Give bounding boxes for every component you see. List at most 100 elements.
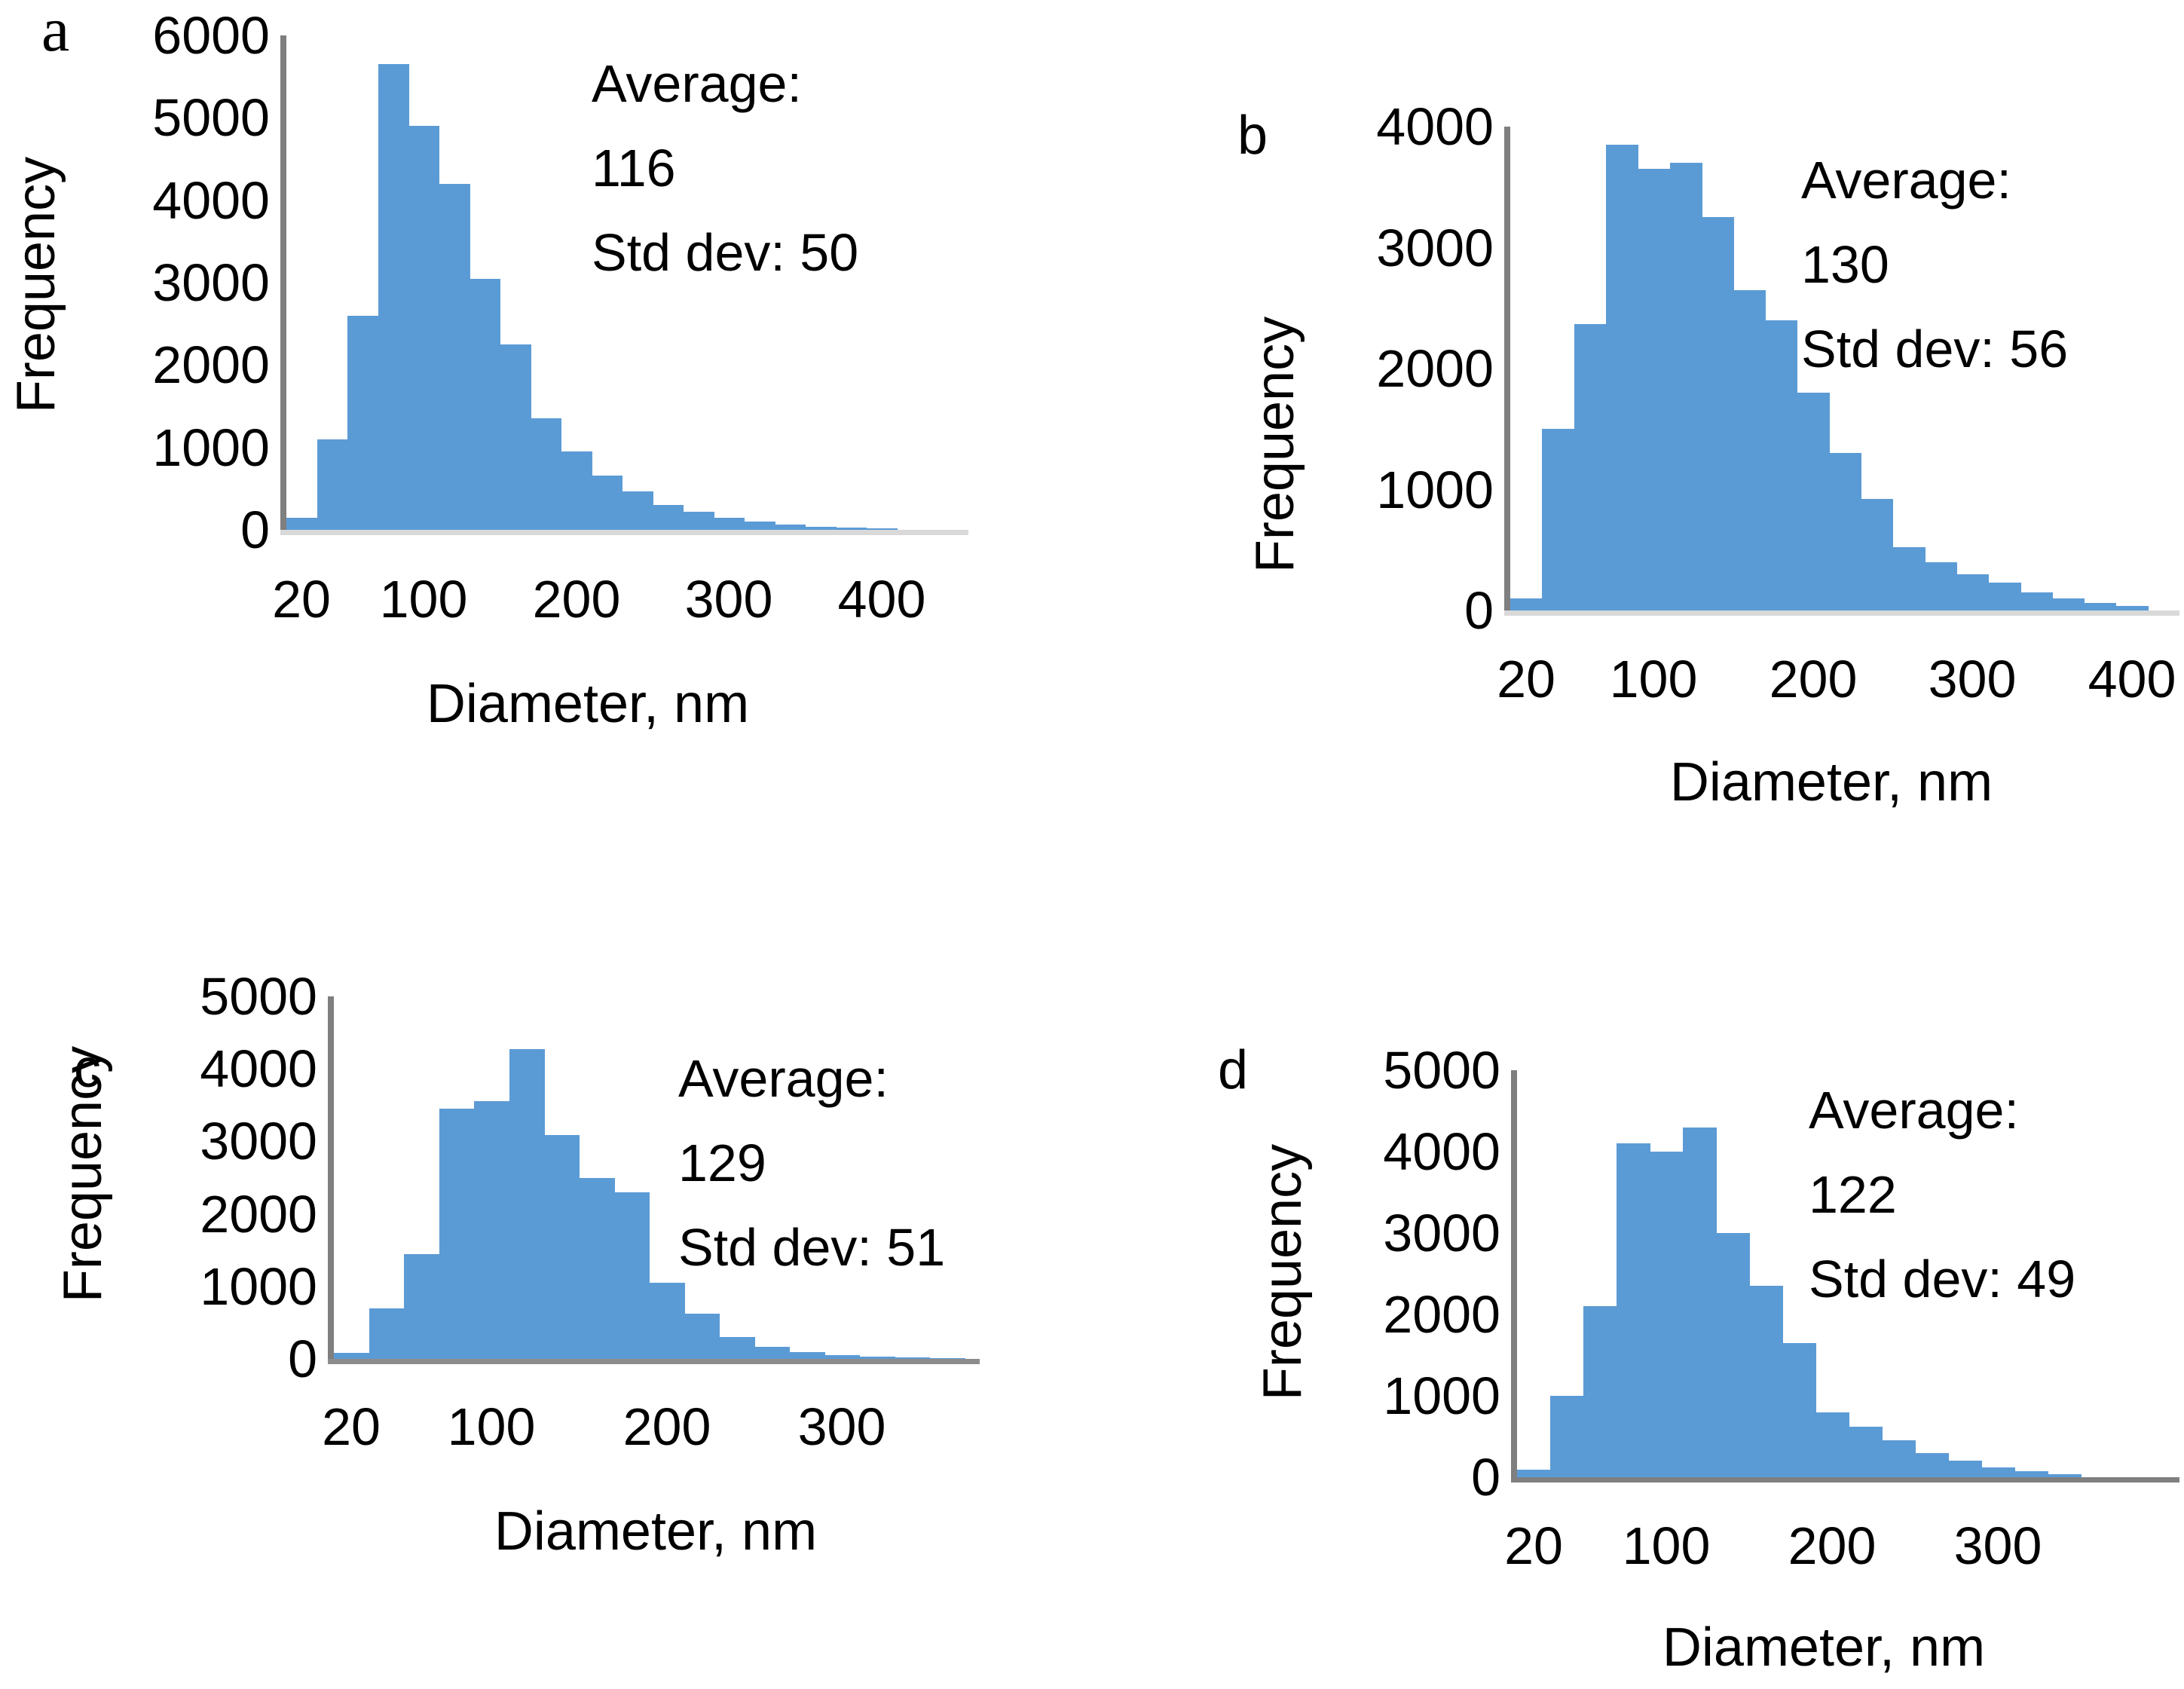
- bar: [1797, 393, 1830, 610]
- y-tick-label: 4000: [152, 171, 270, 230]
- y-axis-title: Frequency: [53, 1045, 113, 1303]
- bar: [500, 344, 531, 530]
- y-tick-label: 6000: [152, 6, 270, 65]
- bar: [744, 522, 775, 530]
- bar: [2014, 1471, 2048, 1477]
- y-tick-label: 4000: [1383, 1122, 1500, 1181]
- panel-letter-c: c: [74, 1039, 101, 1099]
- bar: [1924, 562, 1957, 610]
- bar: [1510, 598, 1543, 610]
- bar: [895, 1357, 931, 1359]
- bar: [1815, 1412, 1849, 1477]
- bar: [1988, 583, 2021, 610]
- bar: [439, 1109, 475, 1359]
- y-tick-label: 3000: [1383, 1204, 1500, 1262]
- y-tick-label: 1000: [1376, 460, 1494, 519]
- annotation-std-line: Std dev: 56: [1801, 307, 2068, 391]
- annotation-std-line: Std dev: 51: [678, 1205, 945, 1290]
- bar: [1638, 169, 1671, 610]
- y-tick-label: 2000: [200, 1185, 317, 1244]
- y-tick-label: 4000: [200, 1039, 317, 1098]
- bar: [714, 518, 745, 530]
- bar: [1849, 1427, 1883, 1477]
- x-tick-label: 20: [1504, 1516, 1563, 1575]
- bar: [684, 1314, 720, 1359]
- annotation-average-label: Average:: [678, 1049, 889, 1108]
- bar: [378, 64, 409, 530]
- bar: [929, 1358, 965, 1359]
- x-tick-label: 200: [1769, 650, 1858, 708]
- bar: [1892, 547, 1926, 610]
- y-tick-label: 2000: [152, 335, 270, 394]
- bar: [1650, 1152, 1684, 1477]
- y-axis-title: Frequency: [6, 156, 66, 414]
- bar: [1733, 290, 1766, 610]
- annotation-average-value: 116: [592, 139, 676, 197]
- y-tick-label: 1000: [200, 1257, 317, 1316]
- annotation-std-label: Std dev:: [1801, 320, 1995, 378]
- y-axis-line: [328, 996, 334, 1364]
- bar: [592, 476, 623, 530]
- x-tick-label: 300: [1928, 650, 2017, 708]
- annotation-std-value: 51: [886, 1218, 946, 1277]
- y-tick-label: 0: [288, 1329, 317, 1388]
- bar: [286, 518, 318, 530]
- bar: [579, 1178, 615, 1359]
- y-axis-line: [1504, 127, 1510, 616]
- bar: [653, 505, 684, 530]
- annotation-std-label: Std dev:: [1809, 1250, 2002, 1308]
- bar: [347, 316, 379, 530]
- annotation-average-value: 129: [678, 1134, 766, 1192]
- annotation-std-value: 56: [2009, 320, 2069, 378]
- bar: [1617, 1143, 1650, 1477]
- annotation-std-label: Std dev:: [592, 223, 785, 282]
- y-tick-label: 3000: [1376, 219, 1494, 277]
- y-tick-label: 2000: [1376, 339, 1494, 398]
- bar: [789, 1352, 825, 1359]
- bar: [859, 1357, 895, 1359]
- bar: [404, 1254, 440, 1359]
- bar: [2020, 592, 2053, 610]
- annotation-std-line: Std dev: 50: [592, 210, 858, 295]
- annotation-average-label: Average:: [592, 54, 802, 113]
- bar: [719, 1337, 755, 1359]
- panel-letter-b: b: [1237, 106, 1268, 166]
- bar: [1701, 217, 1734, 610]
- annotation-average-value: 122: [1809, 1165, 1897, 1224]
- bar: [1669, 163, 1702, 610]
- annotation-std-value: 49: [2017, 1250, 2076, 1308]
- bar: [408, 126, 440, 530]
- x-tick-label: 20: [322, 1397, 381, 1456]
- y-axis-line: [1511, 1070, 1517, 1482]
- bar: [470, 279, 501, 530]
- bar: [775, 525, 806, 530]
- x-tick-label: 200: [532, 570, 621, 629]
- x-tick-label: 200: [622, 1397, 711, 1456]
- bar: [2084, 603, 2117, 610]
- y-tick-label: 1000: [152, 418, 270, 477]
- annotation-average-label: Average:: [1809, 1081, 2019, 1140]
- bar: [1550, 1396, 1584, 1477]
- x-axis-line: [280, 530, 968, 535]
- x-axis-title: Diameter, nm: [426, 674, 750, 734]
- bar: [1716, 1233, 1750, 1477]
- bar: [1861, 499, 1894, 610]
- annotation-std-value: 50: [800, 223, 859, 282]
- y-axis-line: [280, 35, 286, 535]
- y-tick-label: 0: [1464, 581, 1494, 640]
- x-tick-label: 300: [1953, 1516, 2042, 1575]
- x-tick-label: 200: [1788, 1516, 1877, 1575]
- x-axis-title: Diameter, nm: [1669, 752, 1993, 812]
- y-tick-label: 4000: [1376, 97, 1494, 156]
- panel-letter-a: a: [41, 0, 70, 65]
- bar: [1583, 1306, 1617, 1477]
- x-tick-label: 100: [1609, 650, 1698, 708]
- bar: [1915, 1453, 1949, 1477]
- bar: [2048, 1474, 2082, 1477]
- bar: [439, 184, 470, 530]
- y-tick-label: 3000: [152, 253, 270, 312]
- y-tick-label: 0: [1471, 1448, 1500, 1507]
- x-tick-label: 300: [797, 1397, 886, 1456]
- x-axis-line: [328, 1359, 980, 1364]
- x-tick-label: 20: [1497, 650, 1555, 708]
